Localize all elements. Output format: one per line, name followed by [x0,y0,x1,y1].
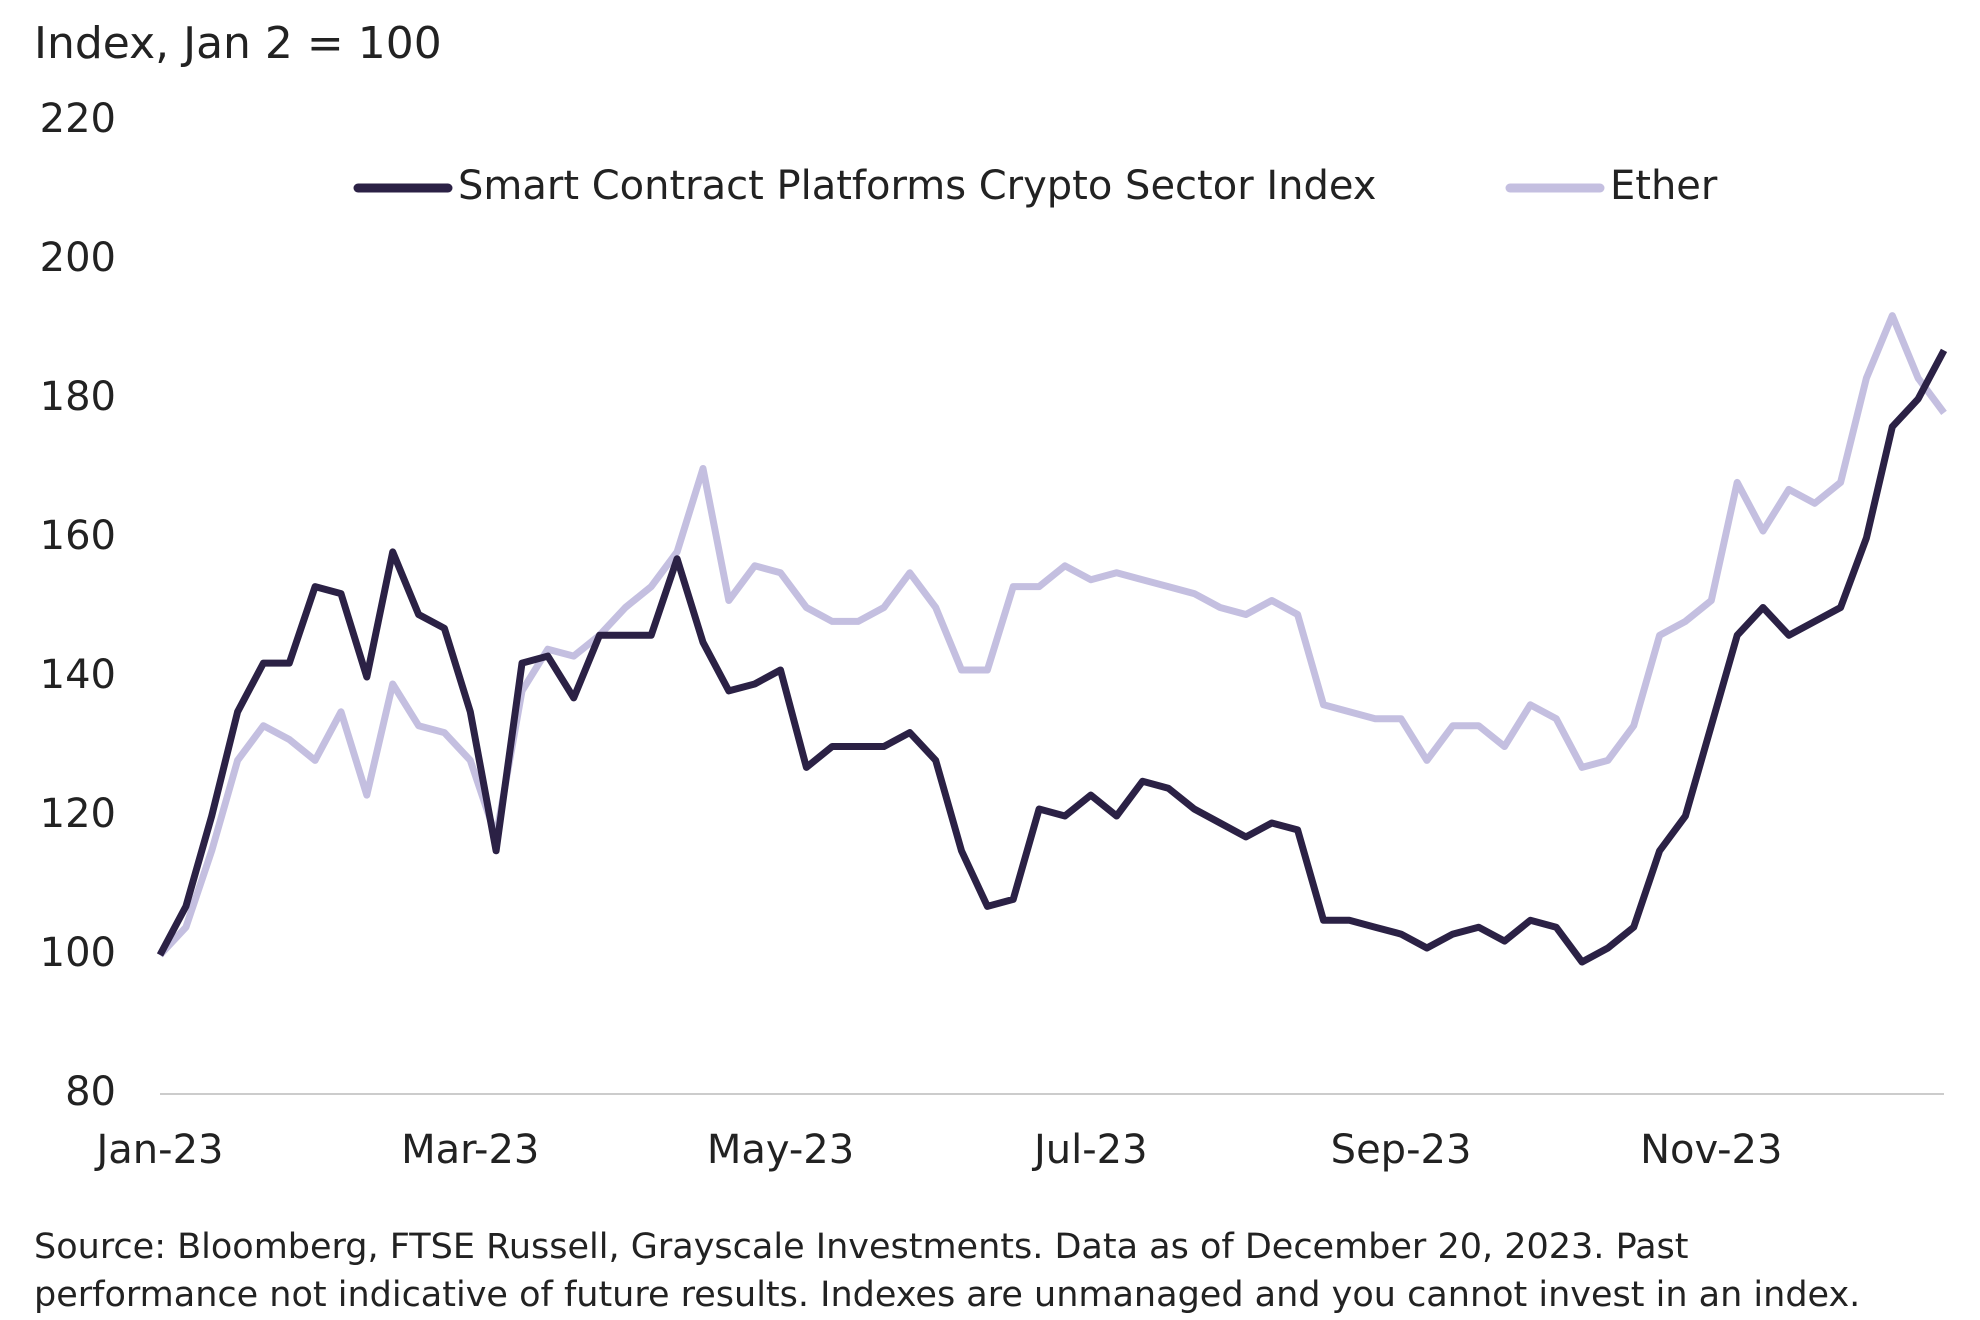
y-tick-label: 180 [40,374,116,420]
x-tick-label: Sep-23 [1331,1127,1472,1173]
source-note: performance not indicative of future res… [34,1275,1860,1315]
y-tick-label: 140 [40,652,116,698]
source-note: Source: Bloomberg, FTSE Russell, Graysca… [34,1227,1689,1267]
y-tick-label: 220 [40,96,116,142]
y-tick-label: 120 [40,791,116,837]
x-tick-label: May-23 [707,1127,854,1173]
x-tick-label: Jan-23 [94,1127,224,1173]
x-tick-label: Jul-23 [1031,1127,1148,1173]
y-axis-label: Index, Jan 2 = 100 [34,18,442,69]
x-tick-label: Nov-23 [1640,1127,1782,1173]
y-tick-label: 200 [40,235,116,281]
y-tick-label: 100 [40,930,116,976]
legend-label: Ether [1610,163,1718,209]
series-line [156,348,1948,966]
x-tick-label: Mar-23 [401,1127,539,1173]
series-line [157,312,1947,958]
y-tick-label: 160 [40,513,116,559]
y-tick-label: 80 [65,1069,116,1115]
legend-label: Smart Contract Platforms Crypto Sector I… [458,163,1376,209]
